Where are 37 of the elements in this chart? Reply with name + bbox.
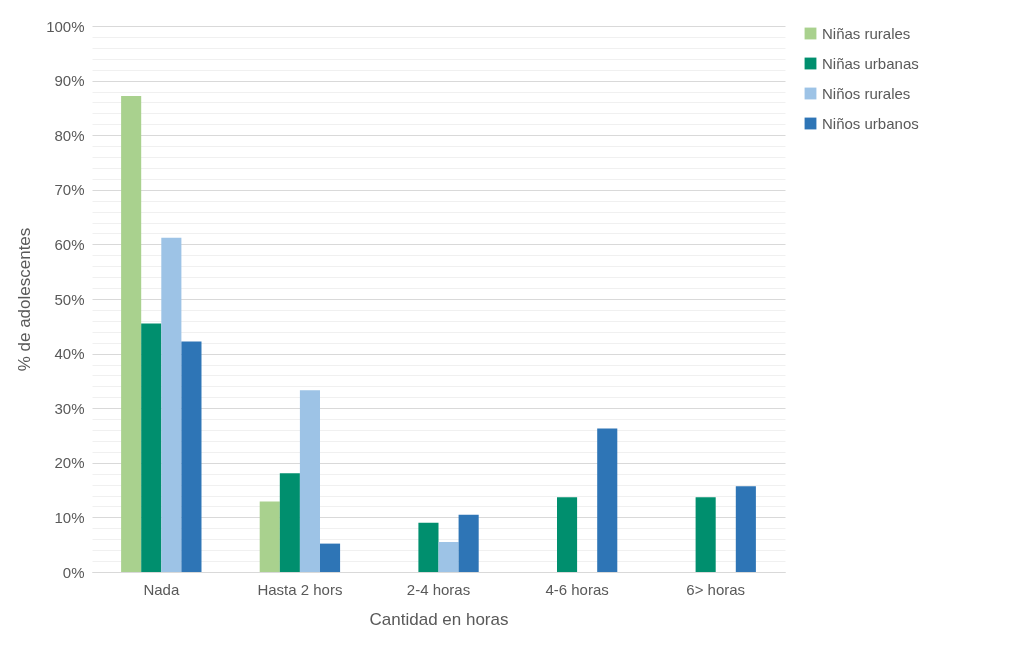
y-tick-label: 0% bbox=[62, 563, 85, 581]
x-axis-title: Cantidad en horas bbox=[369, 609, 509, 629]
y-tick-label: 60% bbox=[54, 235, 85, 253]
legend-label: Niños urbanos bbox=[822, 114, 919, 132]
bar bbox=[320, 543, 341, 572]
x-tick-label: 2-4 horas bbox=[406, 580, 471, 598]
bar bbox=[161, 237, 182, 572]
bar bbox=[181, 341, 202, 572]
x-tick-label: Nada bbox=[143, 580, 180, 598]
bar bbox=[259, 501, 280, 572]
y-tick-label: 100% bbox=[46, 17, 85, 35]
x-tick-label: 6> horas bbox=[686, 580, 746, 598]
y-tick-label: 30% bbox=[54, 399, 85, 417]
y-axis-title: % de adolescentes bbox=[15, 227, 35, 372]
y-tick-label: 70% bbox=[54, 181, 85, 199]
legend-label: Niñas rurales bbox=[822, 24, 911, 42]
bar bbox=[438, 541, 459, 572]
y-tick-label: 40% bbox=[54, 345, 85, 363]
bar bbox=[418, 522, 439, 572]
legend-label: Niños rurales bbox=[822, 84, 911, 102]
y-tick-label: 10% bbox=[54, 508, 85, 526]
bar bbox=[735, 486, 756, 572]
y-tick-label: 50% bbox=[54, 290, 85, 308]
bar bbox=[299, 390, 320, 572]
bar bbox=[121, 95, 142, 572]
y-tick-label: 90% bbox=[54, 72, 85, 90]
bar bbox=[279, 473, 300, 572]
y-tick-label: 20% bbox=[54, 454, 85, 472]
bar bbox=[458, 514, 479, 572]
bar bbox=[695, 497, 716, 572]
bar bbox=[141, 323, 162, 572]
bar bbox=[557, 497, 578, 572]
legend-label: Niñas urbanas bbox=[822, 54, 919, 72]
bar bbox=[597, 428, 618, 572]
y-tick-label: 80% bbox=[54, 126, 85, 144]
x-tick-label: Hasta 2 hors bbox=[257, 580, 343, 598]
x-tick-label: 4-6 horas bbox=[545, 580, 609, 598]
